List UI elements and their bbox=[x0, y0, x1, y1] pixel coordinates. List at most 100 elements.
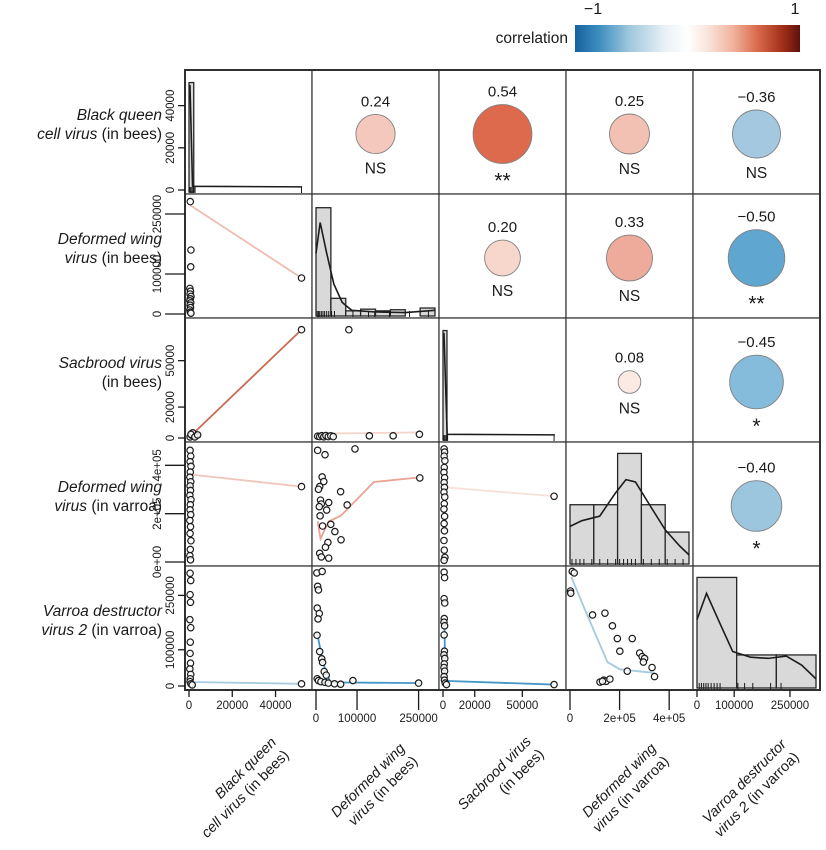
trend-line bbox=[444, 486, 555, 498]
data-point bbox=[345, 325, 353, 334]
variable-name-segment: Black queen bbox=[76, 107, 162, 124]
significance-label: NS bbox=[365, 161, 387, 178]
data-point bbox=[440, 536, 448, 545]
correlation-value: 0.08 bbox=[615, 350, 644, 367]
data-point bbox=[186, 576, 195, 585]
data-point bbox=[188, 681, 197, 689]
histogram-bar bbox=[593, 504, 619, 565]
trend-line bbox=[189, 329, 303, 437]
panel-frame bbox=[311, 565, 440, 691]
significance-label: ** bbox=[748, 292, 764, 315]
data-point bbox=[297, 482, 306, 491]
data-point bbox=[588, 611, 597, 619]
row-label-dwv-bees: Deformed wing virus (in bees) bbox=[2, 230, 162, 268]
correlation-panel-r2c3: 0.08 NS bbox=[615, 350, 644, 418]
scatter-panel-r2c0 bbox=[186, 325, 306, 441]
variable-name-segment: virus 2 bbox=[41, 622, 88, 639]
data-point bbox=[186, 262, 195, 271]
data-point bbox=[441, 456, 449, 465]
correlation-value: 0.25 bbox=[615, 93, 644, 110]
legend-title: correlation bbox=[495, 30, 568, 47]
data-point bbox=[550, 680, 558, 689]
data-point bbox=[186, 569, 194, 578]
data-point bbox=[313, 631, 321, 640]
data-point bbox=[315, 502, 324, 511]
panel-frame bbox=[311, 441, 440, 567]
correlation-circle bbox=[727, 229, 786, 287]
data-point bbox=[322, 671, 331, 679]
data-point bbox=[314, 615, 322, 623]
data-point bbox=[315, 647, 324, 656]
row-label-bqcv-bees: Black queen cell virus (in bees) bbox=[2, 106, 162, 144]
diagonal-histogram-dwv-bees bbox=[315, 207, 436, 317]
data-point bbox=[193, 431, 202, 439]
y-tick-label: 40000 bbox=[165, 90, 177, 122]
data-point bbox=[186, 638, 195, 646]
panel-frame bbox=[184, 69, 313, 195]
data-point bbox=[628, 634, 637, 643]
data-point bbox=[186, 623, 195, 632]
data-point bbox=[337, 535, 345, 544]
data-point bbox=[318, 522, 327, 530]
correlation-panel-r0c4: −0.36 NS bbox=[732, 89, 781, 182]
panel-frame bbox=[438, 317, 567, 443]
data-point bbox=[349, 676, 357, 685]
y-tick-label: 20000 bbox=[165, 132, 177, 164]
density-curve bbox=[189, 84, 303, 188]
x-tick-label: 100000 bbox=[338, 713, 376, 725]
data-point bbox=[331, 527, 339, 536]
scatter-panel-r1c0 bbox=[186, 197, 306, 318]
y-tick-label: 100000 bbox=[152, 255, 164, 293]
significance-label: NS bbox=[619, 161, 641, 178]
data-point bbox=[330, 680, 339, 688]
data-point bbox=[186, 516, 194, 525]
data-point bbox=[440, 556, 448, 565]
correlation-value: −0.45 bbox=[738, 334, 776, 351]
scatter-panel-r3c1 bbox=[313, 445, 424, 562]
y-tick-label: 4e+05 bbox=[152, 449, 164, 481]
trend-line bbox=[570, 576, 655, 674]
significance-label: ** bbox=[494, 169, 510, 192]
data-point bbox=[616, 647, 624, 656]
data-point bbox=[440, 546, 449, 554]
histogram-bar bbox=[330, 297, 347, 317]
correlation-value: 0.20 bbox=[488, 219, 517, 236]
data-point bbox=[606, 675, 614, 683]
significance-label: NS bbox=[619, 288, 641, 305]
density-curve bbox=[696, 591, 817, 680]
data-point bbox=[318, 658, 327, 667]
histogram-bar bbox=[736, 654, 777, 689]
data-point bbox=[343, 501, 351, 509]
data-point bbox=[440, 622, 449, 630]
data-point bbox=[440, 631, 448, 639]
data-point bbox=[440, 527, 449, 535]
data-point bbox=[313, 446, 322, 455]
data-point bbox=[440, 573, 449, 582]
variable-name-segment: Varroa destructor bbox=[42, 603, 162, 620]
data-point bbox=[566, 589, 575, 598]
variable-name-segment: (in bees) bbox=[101, 374, 162, 391]
correlation-value: 0.33 bbox=[615, 214, 644, 231]
data-point bbox=[186, 615, 194, 624]
correlation-panel-r1c2: 0.20 NS bbox=[484, 219, 521, 300]
correlation-panel-r1c4: −0.50 ** bbox=[727, 209, 786, 315]
data-point bbox=[329, 432, 338, 441]
x-tick-label: 20000 bbox=[216, 700, 248, 712]
data-point bbox=[570, 569, 579, 577]
correlation-value: 0.24 bbox=[361, 93, 390, 110]
correlation-circle bbox=[730, 480, 783, 532]
variable-name-segment: virus bbox=[64, 250, 98, 267]
data-point bbox=[186, 590, 194, 599]
variable-name-segment: Deformed wing bbox=[57, 231, 162, 248]
correlation-panel-r1c3: 0.33 NS bbox=[606, 214, 653, 305]
histogram-bar bbox=[616, 452, 643, 565]
correlation-value: −0.50 bbox=[738, 209, 776, 226]
data-point bbox=[550, 492, 558, 501]
x-tick-label: 20000 bbox=[459, 700, 491, 712]
data-point bbox=[318, 567, 326, 576]
row-label-vdv2-varroa: Varroa destructor virus 2 (in varroa) bbox=[2, 602, 162, 640]
data-point bbox=[389, 432, 397, 440]
correlation-panel-r3c4: −0.40 * bbox=[730, 460, 783, 560]
